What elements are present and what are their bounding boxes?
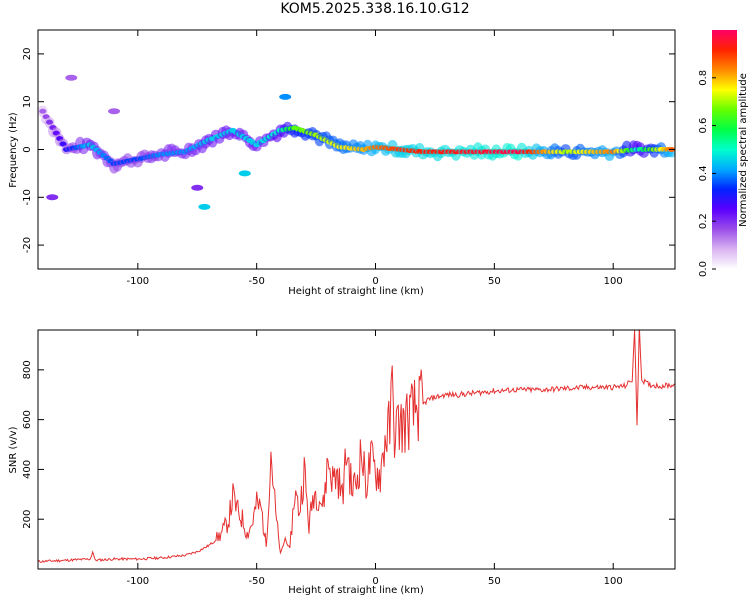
colorbar-tick-label: 0.6 — [698, 118, 709, 134]
colorbar-gradient — [712, 30, 737, 269]
x-tick-label: 100 — [604, 276, 623, 287]
snr-marks — [38, 330, 675, 563]
y-tick-label: 400 — [22, 460, 33, 479]
snr-panel: -100 -50 0 50 100 200 400 600 800 Height of stra… — [8, 329, 676, 596]
spectrogram-ylabel: Frequency (Hz) — [8, 112, 19, 188]
y-tick-label: 200 — [22, 510, 33, 529]
x-tick-label: 50 — [488, 576, 501, 587]
spectrogram-ridge-cell — [46, 119, 54, 125]
spectrogram-xlabel: Height of straight line (km) — [288, 286, 424, 297]
snr-frame — [37, 329, 676, 570]
y-tick-label: 600 — [22, 410, 33, 429]
colorbar: 0.0 0.2 0.4 0.6 0.8 Normalized spectral ampl… — [698, 30, 749, 277]
x-tick-label: -50 — [248, 576, 264, 587]
spectrogram-marks — [38, 74, 675, 210]
x-tick-label: 50 — [488, 276, 501, 287]
y-tick-label: -20 — [22, 237, 33, 253]
spectrogram-patch — [46, 194, 59, 201]
colorbar-tick-label: 0.2 — [698, 213, 709, 229]
spectrogram-patch — [65, 74, 78, 81]
x-tick-label: -50 — [248, 276, 264, 287]
x-tick-label: 100 — [604, 576, 623, 587]
y-tick-label: 800 — [22, 360, 33, 379]
spectrogram-patch — [198, 203, 211, 210]
spectrogram-ridge-cell — [39, 108, 47, 114]
x-tick-label: -100 — [126, 576, 149, 587]
colorbar-tick-label: 0.8 — [698, 70, 709, 86]
spectrogram-patch — [108, 108, 121, 115]
colorbar-label: Normalized spectral amplitude — [738, 73, 749, 227]
colorbar-tick-label: 0.0 — [698, 261, 709, 277]
y-tick-label: 0 — [22, 146, 33, 152]
spectrogram-patch — [238, 170, 251, 177]
snr-series-line — [38, 330, 675, 563]
colorbar-tick-label: 0.4 — [698, 165, 709, 181]
x-tick-label: 0 — [372, 576, 378, 587]
x-tick-label: 0 — [372, 276, 378, 287]
spectrogram-patch — [279, 93, 292, 100]
figure-title: KOM5.2025.338.16.10.G12 — [280, 1, 470, 17]
spectrogram-frame — [37, 29, 676, 270]
colorbar-ticks: 0.0 0.2 0.4 0.6 0.8 — [698, 70, 716, 277]
snr-ylabel: SNR (v/v) — [8, 426, 19, 473]
snr-plot-area — [38, 330, 675, 569]
y-tick-label: 10 — [22, 95, 33, 108]
y-tick-label: -10 — [22, 189, 33, 205]
y-tick-label: 20 — [22, 48, 33, 61]
spectrogram-patch — [191, 184, 204, 191]
snr-ticks: -100 -50 0 50 100 200 400 600 800 — [22, 330, 675, 587]
x-tick-label: -100 — [126, 276, 149, 287]
snr-xlabel: Height of straight line (km) — [288, 585, 424, 596]
